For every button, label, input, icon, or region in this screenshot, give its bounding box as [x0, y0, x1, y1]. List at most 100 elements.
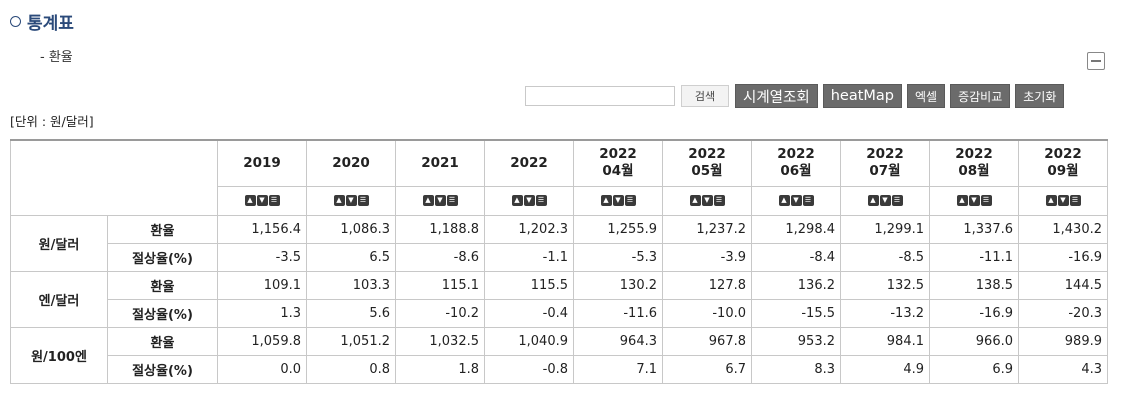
value-cell: 5.6: [306, 298, 396, 328]
row-label: 절상율(%): [107, 354, 218, 384]
value-cell: 0.0: [217, 354, 307, 384]
menu-icon[interactable]: ☰: [713, 195, 725, 206]
column-header: 2022 05월: [662, 139, 752, 187]
sort-down-icon[interactable]: ▼: [879, 195, 891, 206]
search-button[interactable]: 검색: [681, 85, 729, 107]
menu-icon[interactable]: ☰: [1069, 195, 1081, 206]
sort-controls: ▲ ▼ ☰: [484, 185, 574, 216]
sort-up-icon[interactable]: ▲: [956, 195, 968, 206]
value-cell: -8.4: [751, 242, 841, 272]
value-cell: -0.8: [484, 354, 574, 384]
sort-up-icon[interactable]: ▲: [600, 195, 612, 206]
menu-icon[interactable]: ☰: [357, 195, 369, 206]
group-label: 엔/달러: [10, 270, 108, 328]
sort-up-icon[interactable]: ▲: [511, 195, 523, 206]
menu-icon[interactable]: ☰: [268, 195, 280, 206]
collapse-minus-icon[interactable]: [1087, 52, 1105, 70]
sort-up-icon[interactable]: ▲: [689, 195, 701, 206]
value-cell: 109.1: [217, 270, 307, 300]
sort-controls: ▲ ▼ ☰: [573, 185, 663, 216]
sort-down-icon[interactable]: ▼: [345, 195, 357, 206]
value-cell: -3.5: [217, 242, 307, 272]
value-cell: 8.3: [751, 354, 841, 384]
sort-controls: ▲ ▼ ☰: [1018, 185, 1108, 216]
value-cell: -16.9: [1018, 242, 1108, 272]
value-cell: 1,032.5: [395, 326, 485, 356]
sort-up-icon[interactable]: ▲: [422, 195, 434, 206]
sort-up-icon[interactable]: ▲: [867, 195, 879, 206]
sort-up-icon[interactable]: ▲: [1045, 195, 1057, 206]
sort-down-icon[interactable]: ▼: [968, 195, 980, 206]
value-cell: 4.3: [1018, 354, 1108, 384]
value-cell: 1,337.6: [929, 214, 1019, 244]
row-label: 절상율(%): [107, 242, 218, 272]
value-cell: 6.7: [662, 354, 752, 384]
value-cell: 132.5: [840, 270, 930, 300]
toolbar: 검색 시계열조회 heatMap 엑셀 증감비교 초기화: [525, 84, 1065, 108]
column-header: 2022 04월: [573, 139, 663, 187]
sort-controls: ▲ ▼ ☰: [217, 185, 307, 216]
sort-controls: ▲ ▼ ☰: [929, 185, 1019, 216]
value-cell: 103.3: [306, 270, 396, 300]
value-cell: -13.2: [840, 298, 930, 328]
table-row: 절상율(%) -3.5 6.5 -8.6 -1.1 -5.3 -3.9 -8.4 -8.5 -11…: [11, 242, 1108, 272]
sort-controls: ▲ ▼ ☰: [840, 185, 930, 216]
timeseries-button[interactable]: 시계열조회: [735, 84, 818, 108]
sort-up-icon[interactable]: ▲: [778, 195, 790, 206]
value-cell: 1,299.1: [840, 214, 930, 244]
value-cell: 127.8: [662, 270, 752, 300]
value-cell: 1,202.3: [484, 214, 574, 244]
section-subtitle: - 환율: [40, 50, 73, 65]
value-cell: -0.4: [484, 298, 574, 328]
sort-controls: ▲ ▼ ☰: [306, 185, 396, 216]
value-cell: 1,298.4: [751, 214, 841, 244]
table-row: 절상율(%) 0.0 0.8 1.8 -0.8 7.1 6.7 8.3 4.9 6.9 4.3: [11, 354, 1108, 384]
section-title: 통계표: [10, 9, 74, 34]
search-input[interactable]: [525, 86, 675, 106]
row-label: 환율: [107, 326, 218, 356]
menu-icon[interactable]: ☰: [624, 195, 636, 206]
sort-up-icon[interactable]: ▲: [244, 195, 256, 206]
value-cell: 130.2: [573, 270, 663, 300]
value-cell: -11.1: [929, 242, 1019, 272]
value-cell: 953.2: [751, 326, 841, 356]
table-row: 원/달러 환율 1,156.4 1,086.3 1,188.8 1,202.3 1,255.…: [10, 214, 1108, 272]
value-cell: 964.3: [573, 326, 663, 356]
value-cell: 138.5: [929, 270, 1019, 300]
value-cell: 1,156.4: [217, 214, 307, 244]
value-cell: 4.9: [840, 354, 930, 384]
value-cell: -11.6: [573, 298, 663, 328]
value-cell: 1,255.9: [573, 214, 663, 244]
column-header: 2020: [306, 139, 396, 187]
menu-icon[interactable]: ☰: [446, 195, 458, 206]
sort-down-icon[interactable]: ▼: [612, 195, 624, 206]
value-cell: -10.0: [662, 298, 752, 328]
value-cell: 1,430.2: [1018, 214, 1108, 244]
value-cell: 966.0: [929, 326, 1019, 356]
value-cell: -8.5: [840, 242, 930, 272]
value-cell: 136.2: [751, 270, 841, 300]
column-header: 2019: [217, 139, 307, 187]
sort-up-icon[interactable]: ▲: [333, 195, 345, 206]
excel-button[interactable]: 엑셀: [907, 84, 946, 108]
row-label: 환율: [107, 270, 218, 300]
value-cell: 984.1: [840, 326, 930, 356]
sort-down-icon[interactable]: ▼: [701, 195, 713, 206]
menu-icon[interactable]: ☰: [535, 195, 547, 206]
value-cell: -16.9: [929, 298, 1019, 328]
value-cell: 6.5: [306, 242, 396, 272]
sort-down-icon[interactable]: ▼: [523, 195, 535, 206]
menu-icon[interactable]: ☰: [891, 195, 903, 206]
sort-down-icon[interactable]: ▼: [434, 195, 446, 206]
sort-down-icon[interactable]: ▼: [256, 195, 268, 206]
sort-down-icon[interactable]: ▼: [1057, 195, 1069, 206]
sort-down-icon[interactable]: ▼: [790, 195, 802, 206]
reset-button[interactable]: 초기화: [1015, 84, 1065, 108]
column-header: 2022 06월: [751, 139, 841, 187]
row-label: 절상율(%): [107, 298, 218, 328]
menu-icon[interactable]: ☰: [802, 195, 814, 206]
menu-icon[interactable]: ☰: [980, 195, 992, 206]
heatmap-button[interactable]: heatMap: [822, 84, 902, 108]
compare-button[interactable]: 증감비교: [950, 84, 1011, 108]
value-cell: -8.6: [395, 242, 485, 272]
